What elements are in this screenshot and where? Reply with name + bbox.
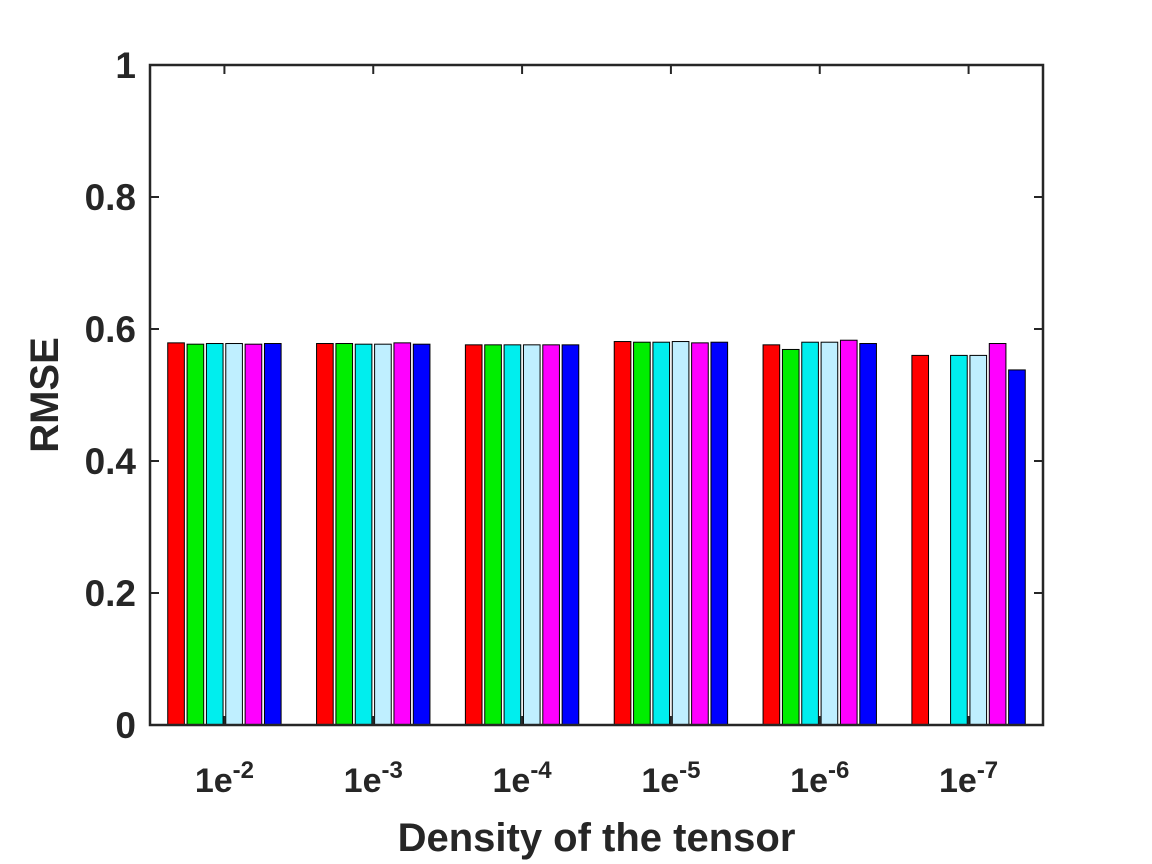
bar <box>839 339 858 726</box>
bar <box>671 341 690 726</box>
x-tick-label: 1e-4 <box>492 757 552 800</box>
bar <box>969 354 988 726</box>
y-tick-label: 0.8 <box>85 177 136 218</box>
x-axis-label: Density of the tensor <box>398 816 796 860</box>
bar <box>950 354 968 726</box>
y-axis-label: RMSE <box>23 337 67 453</box>
bar <box>801 341 819 726</box>
bar <box>354 343 373 726</box>
bar <box>859 343 877 726</box>
bar <box>542 344 560 726</box>
bar <box>205 343 224 726</box>
bar <box>244 343 263 726</box>
axes-layer: 0 0.2 0.4 0.6 0.8 1 1e-2 1e-3 1e-4 1e-5 1e-6 1e-7 <box>85 45 1045 800</box>
bars-layer <box>167 339 1026 726</box>
bar <box>561 344 580 726</box>
bar <box>374 343 392 726</box>
x-tick-label: 1e-6 <box>790 757 849 800</box>
bar <box>633 341 651 726</box>
x-tick-label: 1e-2 <box>195 757 254 800</box>
bar <box>186 343 205 726</box>
bar <box>503 344 522 726</box>
y-tick-label: 0 <box>115 705 136 746</box>
bar <box>484 344 502 726</box>
bar <box>820 341 839 726</box>
bar <box>1008 369 1026 726</box>
bar <box>464 344 483 726</box>
plot-frame <box>148 63 1045 727</box>
x-tick-label: 1e-5 <box>641 757 700 800</box>
bar <box>335 343 354 726</box>
x-tick-label: 1e-3 <box>344 757 403 800</box>
bar <box>316 343 334 726</box>
y-tick-label: 0.6 <box>85 309 136 350</box>
bar <box>652 341 671 726</box>
bar <box>911 354 930 726</box>
y-tick-label: 0.2 <box>85 573 136 614</box>
bar <box>988 343 1007 726</box>
y-tick-label: 1 <box>115 45 136 86</box>
bar <box>225 343 243 726</box>
bar <box>762 344 781 726</box>
bar <box>522 344 541 726</box>
bar <box>393 342 412 726</box>
bar <box>167 342 185 726</box>
bar <box>263 343 282 726</box>
bar <box>412 343 431 726</box>
x-tick-label: 1e-7 <box>939 757 998 800</box>
labels-layer: Density of the tensor RMSE <box>23 337 795 860</box>
y-tick-label: 0.4 <box>85 441 137 482</box>
bar <box>613 341 632 726</box>
bar <box>710 341 729 726</box>
bar <box>691 342 709 726</box>
bar <box>781 348 800 726</box>
